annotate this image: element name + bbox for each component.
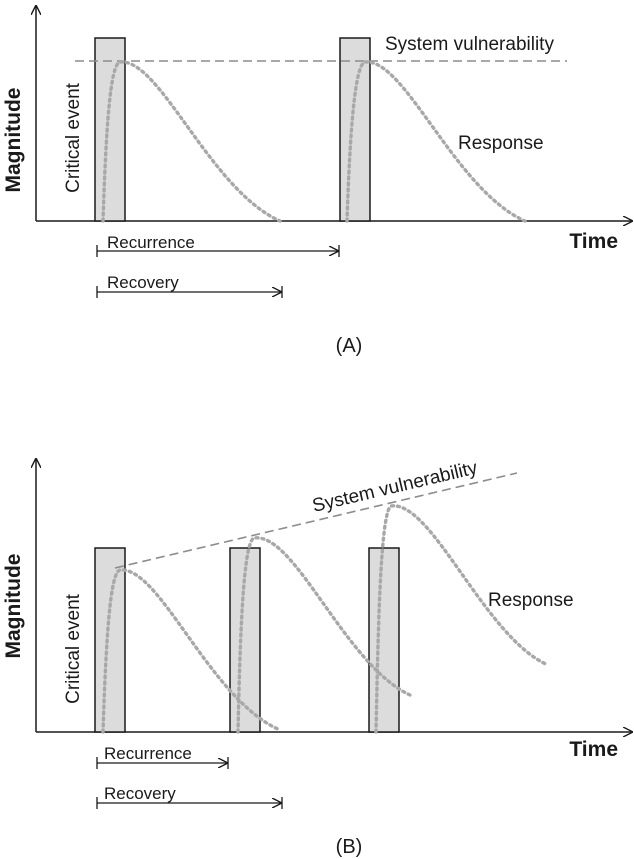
panel-a-event-bar-2 <box>339 37 371 222</box>
panel-b-response-curve-3 <box>374 504 550 734</box>
panel-b-caption: (B) <box>336 836 363 858</box>
panel-a-vulnerability-label: System vulnerability <box>385 34 554 55</box>
panel-b-event-bar-3 <box>368 547 400 733</box>
panel-a-recurrence-label: Recurrence <box>107 233 195 252</box>
panel-b-x-axis-label: Time <box>569 738 618 761</box>
panel-a-response-curve-2 <box>345 60 527 223</box>
panel-a: Magnitude Time Critical event System vul… <box>2 6 632 357</box>
panel-b-recovery-label: Recovery <box>104 784 176 803</box>
panel-b-event-bar-1 <box>94 547 126 733</box>
panel-a-caption: (A) <box>336 335 363 357</box>
panel-a-event-bar-1 <box>94 37 126 222</box>
panel-b-recurrence-span <box>96 757 229 769</box>
panel-b-recovery-span <box>96 797 283 809</box>
panel-a-response-label: Response <box>458 133 544 154</box>
panel-b-vulnerability-line <box>114 472 518 569</box>
panel-b-response-label: Response <box>488 590 574 611</box>
panel-b-y-axis-label: Magnitude <box>2 554 25 659</box>
panel-b-response-curve-2 <box>236 536 412 734</box>
panel-a-x-axis-label: Time <box>569 230 618 253</box>
panel-b: Magnitude Time Critical event System vul… <box>2 457 632 858</box>
panel-a-recovery-span <box>96 286 283 298</box>
panel-b-vulnerability-label: System vulnerability <box>310 457 480 516</box>
panel-a-y-axis-label: Magnitude <box>2 88 25 193</box>
panel-a-recovery-label: Recovery <box>107 273 179 292</box>
panel-b-event-label: Critical event <box>63 593 84 704</box>
panel-b-response-curve-1 <box>101 568 282 734</box>
panel-a-event-label: Critical event <box>63 82 84 193</box>
panel-a-recurrence-span <box>96 245 340 257</box>
panel-b-recurrence-label: Recurrence <box>104 744 192 763</box>
panel-a-response-curve-1 <box>101 60 282 223</box>
